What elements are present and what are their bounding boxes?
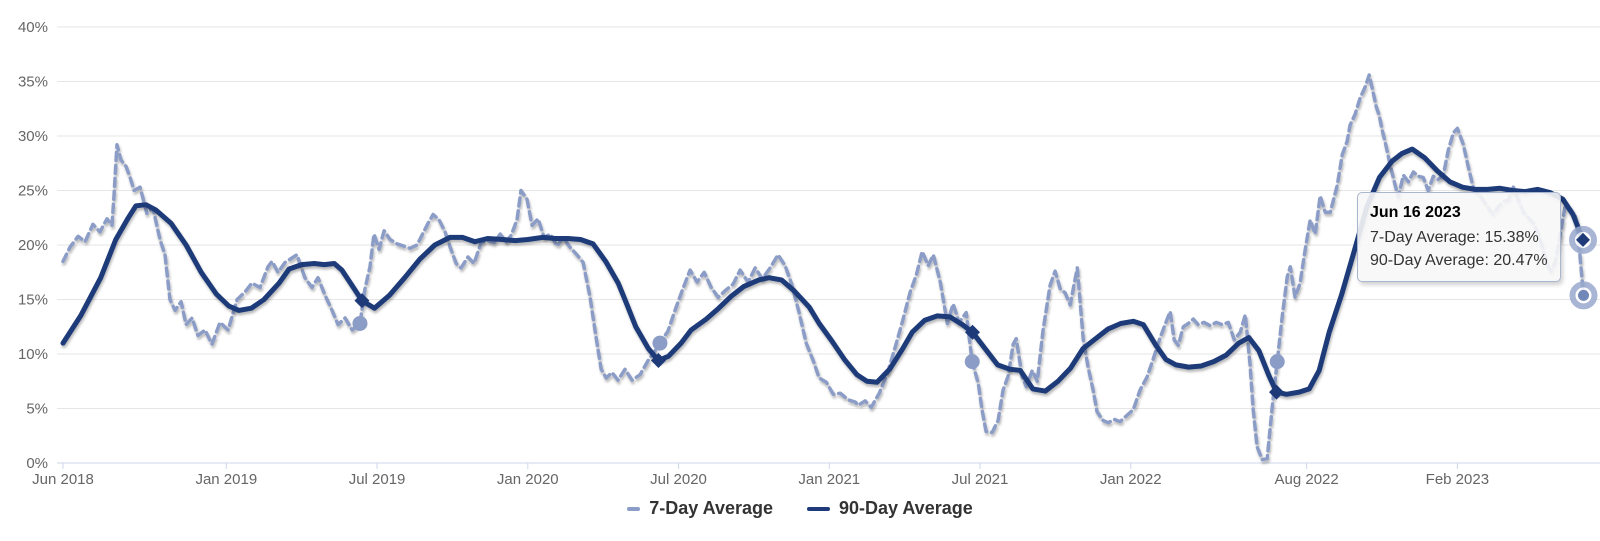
legend-label-7-day: 7-Day Average <box>649 498 773 518</box>
event-marker-diamond[interactable] <box>354 293 370 309</box>
x-axis-label: Jan 2020 <box>497 471 559 488</box>
dashed-line-swatch-icon <box>627 506 641 511</box>
tooltip-90day-value: 90-Day Average: 20.47% <box>1370 252 1548 270</box>
x-axis-label: Jan 2021 <box>798 471 860 488</box>
x-axis-label: Jan 2019 <box>195 471 257 488</box>
event-marker-circle[interactable] <box>352 315 368 331</box>
y-axis-label: 5% <box>26 401 48 418</box>
x-axis-label: Jul 2021 <box>952 471 1009 488</box>
hover-marker-90-day[interactable] <box>1576 232 1591 247</box>
y-axis-label: 35% <box>18 74 48 91</box>
y-axis-label: 10% <box>18 346 48 363</box>
x-axis-label: Aug 2022 <box>1275 471 1339 488</box>
chart-tooltip: Jun 16 2023 7-Day Average: 15.38% 90-Day… <box>1357 192 1561 282</box>
y-axis-label: 0% <box>26 455 48 472</box>
y-axis-label: 40% <box>18 19 48 36</box>
y-axis-label: 15% <box>18 292 48 309</box>
hover-marker-7-day[interactable] <box>1578 289 1590 301</box>
event-marker-diamond[interactable] <box>964 324 980 340</box>
chart-legend: 7-Day Average 90-Day Average <box>0 498 1600 519</box>
x-axis-label: Feb 2023 <box>1426 471 1489 488</box>
event-marker-diamond[interactable] <box>1268 384 1284 400</box>
event-marker-diamond[interactable] <box>650 353 666 369</box>
legend-item-7-day-average[interactable]: 7-Day Average <box>627 498 773 519</box>
legend-label-90-day: 90-Day Average <box>838 498 973 518</box>
event-marker-circle[interactable] <box>964 354 980 370</box>
y-axis-label: 25% <box>18 183 48 200</box>
tooltip-7day-value: 7-Day Average: 15.38% <box>1370 229 1539 247</box>
x-axis-label: Jul 2019 <box>349 471 406 488</box>
event-marker-circle[interactable] <box>1269 354 1285 370</box>
x-axis-label: Jul 2020 <box>650 471 707 488</box>
x-axis-label: Jun 2018 <box>32 471 94 488</box>
y-axis-label: 30% <box>18 128 48 145</box>
event-marker-circle[interactable] <box>652 335 668 351</box>
legend-item-90-day-average[interactable]: 90-Day Average <box>806 498 973 519</box>
series-7-day-average-line[interactable] <box>61 73 1586 462</box>
solid-line-swatch-icon <box>806 506 830 511</box>
y-axis-label: 20% <box>18 237 48 254</box>
series-90-day-average-line[interactable] <box>60 146 1586 397</box>
x-axis-label: Jan 2022 <box>1100 471 1162 488</box>
tooltip-date: Jun 16 2023 <box>1370 204 1461 221</box>
